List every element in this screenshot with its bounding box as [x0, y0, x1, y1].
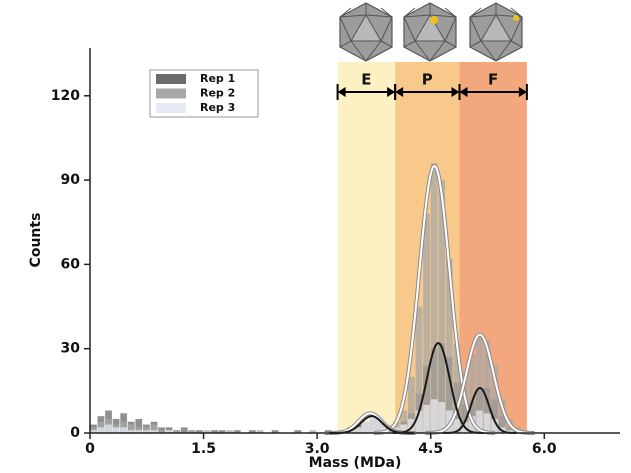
- histogram-bar: [415, 410, 423, 433]
- x-tick-label: 6.0: [532, 441, 557, 457]
- histogram-bar: [400, 424, 408, 433]
- fit-curve: [392, 342, 484, 434]
- histogram-bar: [90, 427, 97, 433]
- histogram-bar: [150, 430, 158, 433]
- legend-label: Rep 2: [200, 87, 235, 100]
- histogram-bar: [423, 213, 430, 433]
- histogram-bar: [97, 427, 105, 433]
- histogram-bar: [203, 430, 211, 433]
- histogram-bar: [218, 430, 226, 433]
- genome-icon: [430, 16, 438, 24]
- histogram-bar: [355, 427, 362, 433]
- histogram-bar: [105, 424, 112, 433]
- y-axis-title: Counts: [28, 213, 44, 268]
- histogram-bar: [468, 354, 476, 433]
- histogram-bar: [491, 365, 499, 433]
- region-label: E: [361, 71, 371, 89]
- y-tick-label: 60: [61, 256, 81, 272]
- histogram-bar: [400, 410, 408, 433]
- x-tick-label: 0: [85, 441, 95, 457]
- histogram-bar: [196, 430, 203, 433]
- histogram-bar: [483, 413, 491, 433]
- histogram-bar: [453, 418, 461, 433]
- histogram-bar: [233, 430, 241, 433]
- histogram-bar: [135, 418, 143, 433]
- histogram-bar: [498, 399, 506, 433]
- fit-curve: [425, 333, 535, 434]
- histogram-bar: [430, 399, 438, 433]
- histogram-bar: [249, 430, 256, 433]
- histogram-bar: [143, 427, 150, 433]
- histogram-bar: [408, 376, 415, 433]
- histogram-bar: [415, 306, 423, 433]
- histogram-bar: [158, 430, 165, 433]
- arrow-head: [459, 87, 527, 97]
- legend-swatch: [156, 74, 186, 84]
- histogram-bar: [211, 430, 218, 433]
- histogram-bar: [256, 430, 264, 433]
- region-label: P: [422, 71, 433, 89]
- capsid-icon: [469, 2, 523, 62]
- region-label: F: [488, 71, 498, 89]
- genome-icon: [513, 15, 519, 21]
- histogram-bar: [377, 416, 385, 433]
- histogram-bar: [158, 427, 165, 433]
- x-axis-title: Mass (MDa): [309, 455, 402, 471]
- histogram-bar: [127, 424, 135, 433]
- arrow-head: [395, 87, 460, 97]
- histogram-bar: [127, 430, 135, 433]
- capsid-icon: [339, 2, 393, 62]
- histogram-bar: [438, 402, 446, 433]
- region: [337, 62, 396, 433]
- histogram-bar: [506, 430, 514, 433]
- icons: [339, 2, 523, 62]
- y-tick-label: 90: [61, 172, 81, 188]
- histogram-bar: [491, 418, 499, 433]
- histogram-bar: [188, 430, 196, 433]
- histogram-bar: [120, 427, 128, 433]
- histogram-bar: [445, 258, 453, 433]
- histogram-bar: [135, 427, 143, 433]
- legend-swatch: [156, 103, 186, 113]
- histogram-bar: [226, 430, 234, 433]
- histogram-bar: [430, 163, 438, 433]
- histogram-bar: [165, 430, 173, 433]
- histogram-bar: [294, 430, 302, 433]
- histogram-bar: [423, 404, 430, 433]
- histogram-bar: [370, 413, 377, 433]
- plot-area: [90, 163, 535, 435]
- y-tick-label: 30: [61, 341, 81, 357]
- histogram-bar: [271, 430, 279, 433]
- legend-label: Rep 3: [200, 101, 235, 114]
- histogram-bar: [90, 430, 97, 433]
- capsid-icon: [403, 2, 457, 62]
- histogram-bar: [483, 340, 491, 433]
- legend-swatch: [156, 88, 186, 99]
- histogram-bar: [362, 418, 370, 433]
- histogram-bar: [476, 410, 483, 433]
- histogram-bar: [165, 427, 173, 433]
- histogram-bar: [309, 430, 317, 433]
- histogram-bar: [453, 343, 461, 433]
- x-tick-label: 1.5: [191, 441, 216, 457]
- histogram-bar: [135, 430, 143, 433]
- histogram-bar: [438, 180, 446, 433]
- fit-curve: [443, 387, 517, 434]
- x-tick-label: 3.0: [305, 441, 330, 457]
- fit-curve: [373, 164, 496, 434]
- histogram-bar: [180, 427, 188, 433]
- legend-label: Rep 1: [200, 72, 235, 85]
- y-tick-label: 0: [70, 425, 80, 441]
- histogram-bar: [143, 430, 150, 433]
- histogram-bar: [476, 334, 483, 433]
- histogram-bar: [173, 430, 181, 433]
- histogram-bar: [112, 427, 120, 433]
- histogram-bar: [150, 424, 158, 433]
- x-tick-label: 4.5: [418, 441, 443, 457]
- y-tick-label: 120: [51, 88, 80, 104]
